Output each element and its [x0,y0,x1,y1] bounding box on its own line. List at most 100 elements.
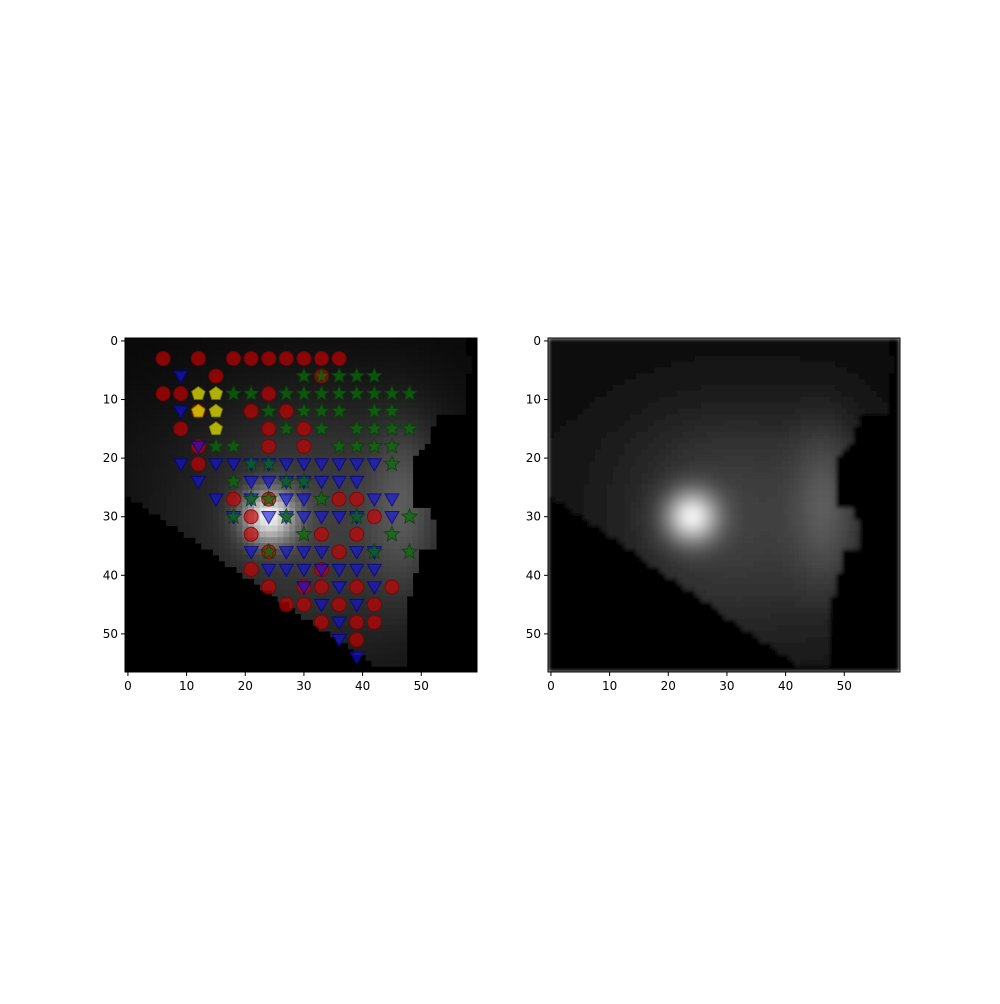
heatmap-cell [577,484,584,491]
heatmap-cell [347,431,355,439]
heatmap-cell [594,384,602,392]
heatmap-cell [589,472,596,480]
heatmap-cell [154,490,161,497]
heatmap-cell [324,502,331,509]
heatmap-cell [776,373,784,380]
heatmap-cell [706,355,713,363]
heatmap-cell [312,437,320,445]
heatmap-cell [647,478,655,486]
heatmap-cell [412,338,419,345]
heatmap-cell [383,408,390,415]
heatmap-cell [465,361,472,368]
heatmap-cell [148,361,155,368]
heatmap-cell [347,373,355,380]
heatmap-cell [548,466,555,474]
heatmap-cell [747,531,754,538]
heatmap-cell [747,490,754,497]
heatmap-cell [718,349,725,357]
heatmap-cell [659,461,666,468]
heatmap-cell [218,379,226,386]
heatmap-cell [823,343,831,351]
heatmap-cell [441,338,449,345]
heatmap-cell [641,425,649,433]
heatmap-cell [447,349,455,357]
heatmap-cell [583,390,590,398]
heatmap-cell [577,349,584,357]
heatmap-cell [207,355,214,363]
heatmap-cell [741,466,749,474]
heatmap-cell [665,455,672,462]
heatmap-cell [653,543,661,550]
heatmap-cell [330,519,337,527]
heatmap-cell [812,425,819,433]
heatmap-cell [829,507,837,515]
heatmap-cell [612,478,619,486]
heatmap-cell [259,396,267,404]
heatmap-cell [154,443,161,450]
heatmap-cell [589,396,596,404]
heatmap-cell [800,548,807,556]
heatmap-cell [347,513,355,521]
heatmap-cell [770,425,778,433]
heatmap-cell [330,572,337,579]
heatmap-cell [876,343,883,351]
heatmap-cell [776,566,784,573]
heatmap-cell [677,554,684,562]
heatmap-cell [747,578,754,585]
heatmap-cell [571,414,578,421]
heatmap-cell [659,402,666,409]
heatmap-cell [306,554,314,562]
heatmap-cell [829,384,837,392]
heatmap-cell [700,437,707,445]
heatmap-cell [677,496,684,503]
heatmap-cell [636,466,643,474]
heatmap-cell [306,589,314,597]
heatmap-cell [424,513,431,521]
heatmap-cell [277,519,284,527]
heatmap-cell [606,455,614,462]
heatmap-cell [166,490,173,497]
heatmap-cell [377,572,384,579]
heatmap-cell [665,373,672,380]
heatmap-cell [665,355,672,363]
heatmap-cell [724,461,731,468]
heatmap-cell [177,502,185,509]
heatmap-cell [342,595,349,603]
heatmap-cell [712,578,719,585]
circle-marker [366,509,382,525]
heatmap-cell [312,461,320,468]
heatmap-cell [735,373,743,380]
heatmap-cell [765,496,772,503]
heatmap-cell [776,513,784,521]
heatmap-cell [430,519,437,527]
heatmap-cell [665,490,672,497]
heatmap-cell [712,361,719,368]
heatmap-cell [858,396,866,404]
heatmap-cell [371,630,378,638]
heatmap-cell [230,554,238,562]
heatmap-cell [788,496,795,503]
heatmap-cell [641,519,649,527]
heatmap-cell [130,478,138,486]
heatmap-cell [753,425,760,433]
heatmap-cell [641,437,649,445]
heatmap-cell [765,379,772,386]
heatmap-cell [812,607,819,614]
heatmap-cell [289,513,296,521]
heatmap-cell [700,373,707,380]
heatmap-cell [823,414,831,421]
heatmap-cell [724,384,731,392]
circle-marker [155,351,171,367]
heatmap-cell [641,543,649,550]
heatmap-cell [254,548,261,556]
heatmap-cell [724,349,731,357]
heatmap-cell [306,613,314,620]
heatmap-cell [741,425,749,433]
heatmap-cell [342,502,349,509]
heatmap-cell [858,408,866,415]
heatmap-cell [641,396,649,404]
heatmap-cell [324,466,331,474]
heatmap-cell [788,443,795,450]
heatmap-cell [729,466,737,474]
heatmap-cell [312,554,320,562]
